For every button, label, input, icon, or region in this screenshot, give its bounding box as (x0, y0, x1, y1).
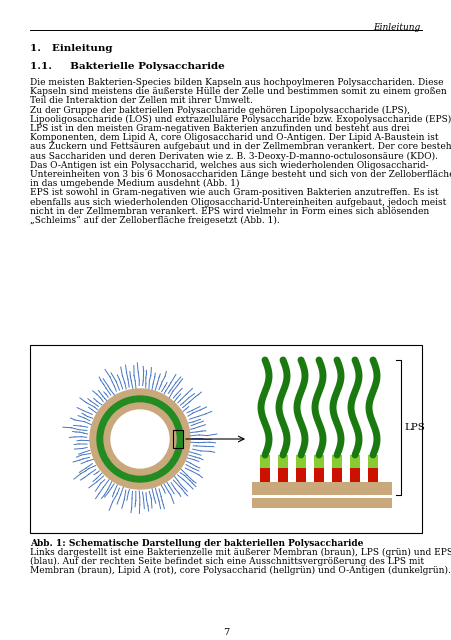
Text: 7: 7 (222, 628, 229, 637)
Text: Teil die Interaktion der Zellen mit ihrer Umwelt.: Teil die Interaktion der Zellen mit ihre… (30, 97, 252, 106)
Text: Abb. 1: Schematische Darstellung der bakteriellen Polysaccharide: Abb. 1: Schematische Darstellung der bak… (30, 539, 363, 548)
Bar (252, 498, 391, 508)
Text: „Schleims“ auf der Zelloberfläche freigesetzt (Abb. 1).: „Schleims“ auf der Zelloberfläche freige… (30, 216, 279, 225)
Text: nicht in der Zellmembran verankert. EPS wird vielmehr in Form eines sich ablösen: nicht in der Zellmembran verankert. EPS … (30, 207, 428, 216)
Circle shape (90, 389, 189, 489)
Bar (313, 468, 323, 482)
Text: LPS: LPS (403, 423, 424, 432)
Text: aus Zuckern und Fettsäuren aufgebaut und in der Zellmembran verankert. Der core : aus Zuckern und Fettsäuren aufgebaut und… (30, 142, 451, 152)
Bar (173, 430, 183, 448)
Text: in das umgebende Medium ausdehnt (Abb. 1): in das umgebende Medium ausdehnt (Abb. 1… (30, 179, 239, 188)
Circle shape (97, 396, 183, 482)
Bar (259, 455, 269, 468)
Text: LPS ist in den meisten Gram-negativen Bakterien anzufinden und besteht aus drei: LPS ist in den meisten Gram-negativen Ba… (30, 124, 409, 133)
Bar (349, 468, 359, 482)
Text: 1.1.     Bakterielle Polysaccharide: 1.1. Bakterielle Polysaccharide (30, 62, 224, 71)
Bar (367, 455, 377, 468)
Bar (30, 345, 421, 533)
Bar (277, 455, 287, 468)
Text: EPS ist sowohl in Gram-negativen wie auch Gram-positiven Bakterien anzutreffen. : EPS ist sowohl in Gram-negativen wie auc… (30, 188, 437, 197)
Text: ebenfalls aus sich wiederholenden Oligosaccharid-Untereinheiten aufgebaut, jedoc: ebenfalls aus sich wiederholenden Oligos… (30, 198, 446, 207)
Bar (277, 468, 287, 482)
Text: Lipooligosaccharide (LOS) und extrazelluläre Polysaccharide bzw. Exopolysacchari: Lipooligosaccharide (LOS) und extrazellu… (30, 115, 451, 124)
Text: Links dargestellt ist eine Bakterienzelle mit äußerer Membran (braun), LPS (grün: Links dargestellt ist eine Bakterienzell… (30, 548, 451, 557)
Text: 1.   Einleitung: 1. Einleitung (30, 44, 112, 53)
Text: Das O-Antigen ist ein Polysaccharid, welches aus sich wiederholenden Oligosaccha: Das O-Antigen ist ein Polysaccharid, wel… (30, 161, 428, 170)
Circle shape (111, 410, 169, 468)
Text: Zu der Gruppe der bakteriellen Polysaccharide gehören Lipopolysaccharide (LPS),: Zu der Gruppe der bakteriellen Polysacch… (30, 106, 409, 115)
Text: Kapseln sind meistens die äußerste Hülle der Zelle und bestimmen somit zu einem : Kapseln sind meistens die äußerste Hülle… (30, 87, 446, 96)
Bar (295, 455, 305, 468)
Bar (259, 468, 269, 482)
Bar (295, 468, 305, 482)
Bar (331, 455, 341, 468)
Text: Untereinheiten von 3 bis 6 Monosacchariden Länge besteht und sich von der Zellob: Untereinheiten von 3 bis 6 Monosaccharid… (30, 170, 451, 179)
Text: aus Sacchariden und deren Derivaten wie z. B. 3-Deoxy-D-manno-octulosonsäure (KD: aus Sacchariden und deren Derivaten wie … (30, 152, 437, 161)
Bar (331, 468, 341, 482)
Bar (349, 455, 359, 468)
Bar (367, 468, 377, 482)
Circle shape (104, 403, 175, 475)
Bar (252, 482, 391, 495)
Text: Komponenten, dem Lipid A, core Oligosaccharid und O-Antigen. Der Lipid A-Baustei: Komponenten, dem Lipid A, core Oligosacc… (30, 133, 437, 142)
Text: Einleitung: Einleitung (372, 23, 419, 32)
Bar (313, 455, 323, 468)
Text: (blau). Auf der rechten Seite befindet sich eine Ausschnittsvergrößerung des LPS: (blau). Auf der rechten Seite befindet s… (30, 557, 423, 566)
Text: Membran (braun), Lipid A (rot), core Polysaccharid (hellgrün) und O-Antigen (dun: Membran (braun), Lipid A (rot), core Pol… (30, 566, 450, 575)
Text: Die meisten Bakterien-Species bilden Kapseln aus hochpoylmeren Polysacchariden. : Die meisten Bakterien-Species bilden Kap… (30, 78, 442, 87)
